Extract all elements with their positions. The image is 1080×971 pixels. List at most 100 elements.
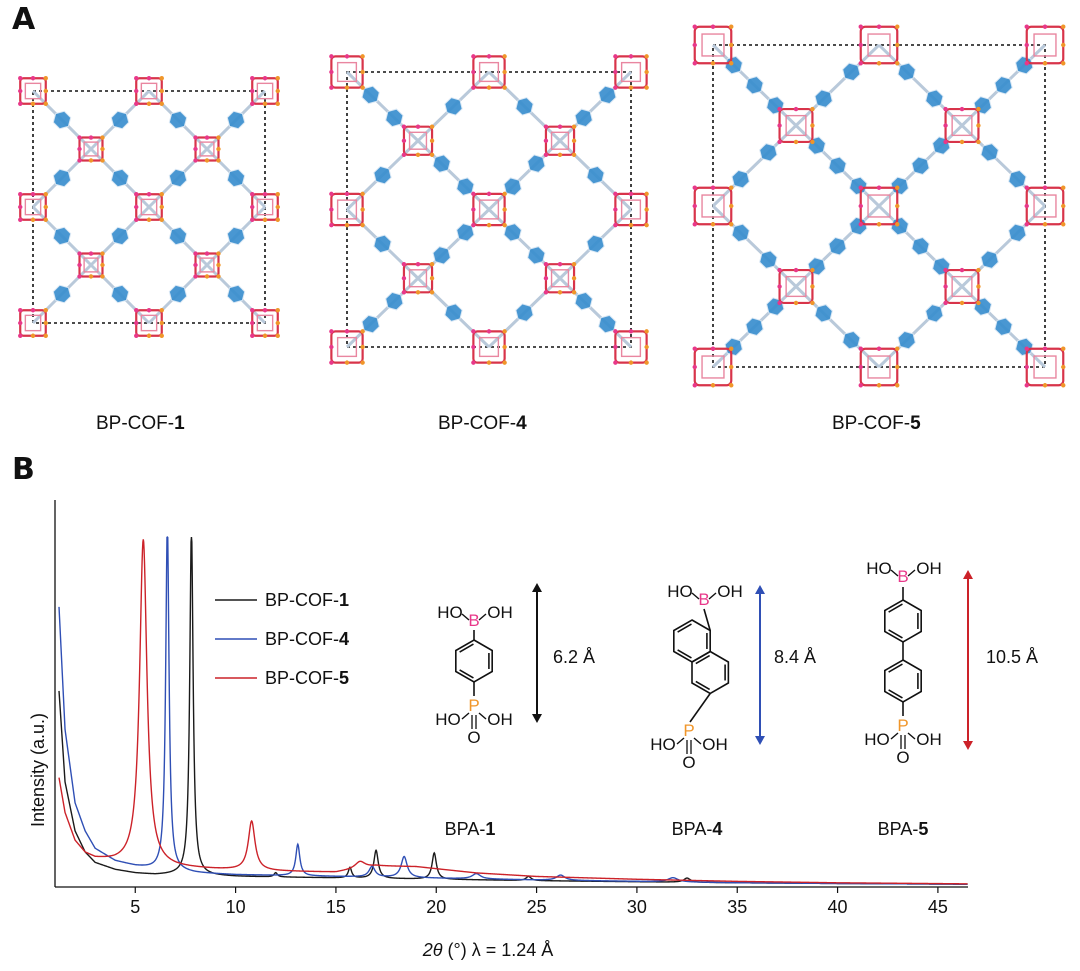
- length-arrow: [963, 570, 973, 750]
- linker: [416, 70, 491, 142]
- x-tick-label: 15: [326, 897, 346, 917]
- oxygen-label: O: [467, 728, 480, 747]
- cage-node: [1024, 185, 1066, 227]
- linker: [960, 43, 1047, 127]
- hydroxyl-label: OH: [487, 603, 513, 622]
- linker: [31, 89, 93, 151]
- cage-node: [77, 251, 105, 279]
- cage-node: [471, 54, 507, 90]
- unit-cell: [692, 24, 1066, 388]
- molecule-length: 8.4 Å: [774, 647, 816, 667]
- hydroxyl-label: OH: [702, 735, 728, 754]
- linker: [345, 139, 420, 211]
- unit-cell: [329, 54, 649, 365]
- cage-node: [329, 54, 365, 90]
- cage-node: [858, 24, 900, 66]
- boron-atom: B: [468, 611, 479, 630]
- cage-node: [193, 251, 221, 279]
- hydroxyl-label: HO: [650, 735, 676, 754]
- structure-label-number: 4: [516, 413, 527, 434]
- cage-node: [193, 135, 221, 163]
- legend-item: BP-COF-1: [215, 590, 349, 610]
- legend-label-number: 4: [339, 629, 349, 649]
- linker: [416, 208, 491, 280]
- linker: [794, 285, 881, 369]
- cage-node: [613, 54, 649, 90]
- benzene-ring: [884, 659, 922, 703]
- cage-node: [134, 76, 164, 106]
- linker: [416, 139, 491, 211]
- boron-atom: B: [897, 567, 908, 586]
- cage-node: [692, 185, 734, 227]
- y-axis-label: Intensity (a.u.): [28, 713, 48, 827]
- structure-label-bp-cof-5: BP-COF-5: [832, 413, 921, 435]
- legend-label-number: 1: [339, 590, 349, 610]
- cage-node: [613, 329, 649, 365]
- linker: [558, 70, 633, 142]
- linker: [345, 277, 420, 349]
- linker: [487, 277, 562, 349]
- cage-node: [18, 192, 48, 222]
- legend-label-number: 5: [339, 668, 349, 688]
- linker: [345, 208, 420, 280]
- linker: [877, 124, 964, 208]
- molecule-bpa-5: B HO OH P HO OH O 10.5 Å BPA-5: [864, 559, 1038, 839]
- framework-structures: [18, 24, 1066, 388]
- linker: [877, 285, 964, 369]
- cage-node: [250, 308, 280, 338]
- x-axis-label: 2θ (°) λ = 1.24 Å: [422, 940, 554, 960]
- oxygen-label: O: [682, 753, 695, 772]
- x-axis-label-text: (°) λ = 1.24 Å: [443, 940, 554, 960]
- linker: [487, 208, 562, 280]
- linker: [960, 285, 1047, 369]
- linker: [89, 205, 151, 267]
- benzene-ring: [673, 619, 711, 663]
- linker: [711, 204, 798, 288]
- hydroxyl-label: HO: [864, 730, 890, 749]
- linker: [147, 89, 209, 151]
- x-tick-label: 10: [226, 897, 246, 917]
- linker: [89, 89, 151, 151]
- linker: [877, 43, 964, 127]
- x-tick-label: 35: [727, 897, 747, 917]
- x-tick-label: 5: [130, 897, 140, 917]
- linker: [31, 147, 93, 209]
- cage-node: [18, 308, 48, 338]
- structure-label-prefix: BP-COF-: [438, 413, 517, 434]
- linker: [558, 208, 633, 280]
- linker: [794, 124, 881, 208]
- cage-node: [543, 124, 577, 158]
- series-line-bp-cof-5: [58, 539, 968, 885]
- pxrd-chart: 5 10 15 20 25 30 35 40 45 BP-COF-1BP-COF-4BP-COF…: [28, 500, 1038, 960]
- linker: [960, 124, 1047, 208]
- linker: [147, 147, 209, 209]
- cage-node: [543, 261, 577, 295]
- cage-node: [943, 106, 981, 145]
- cage-node: [943, 267, 981, 306]
- cage-node: [250, 192, 280, 222]
- cage-node: [18, 76, 48, 106]
- x-tick-label: 40: [828, 897, 848, 917]
- linker: [89, 263, 151, 325]
- linker: [711, 285, 798, 369]
- length-arrow: [755, 585, 765, 745]
- unit-cell: [18, 76, 280, 338]
- panel-b-letter: B: [12, 452, 35, 487]
- molecule-label: BPA-1: [445, 819, 496, 839]
- phosphorus-atom: P: [683, 721, 694, 740]
- linker: [205, 89, 267, 151]
- hydroxyl-label: HO: [437, 603, 463, 622]
- linker: [345, 70, 420, 142]
- hydroxyl-label: HO: [667, 582, 693, 601]
- legend-item: BP-COF-4: [215, 629, 349, 649]
- linker: [205, 263, 267, 325]
- linker: [31, 263, 93, 325]
- linker: [960, 204, 1047, 288]
- linker: [487, 139, 562, 211]
- structure-label-bp-cof-1: BP-COF-1: [96, 413, 185, 435]
- cage-node: [1024, 346, 1066, 388]
- legend-item: BP-COF-5: [215, 668, 349, 688]
- legend-label-prefix: BP-COF-: [265, 668, 339, 688]
- molecule-length: 6.2 Å: [553, 647, 595, 667]
- cage-node: [471, 329, 507, 365]
